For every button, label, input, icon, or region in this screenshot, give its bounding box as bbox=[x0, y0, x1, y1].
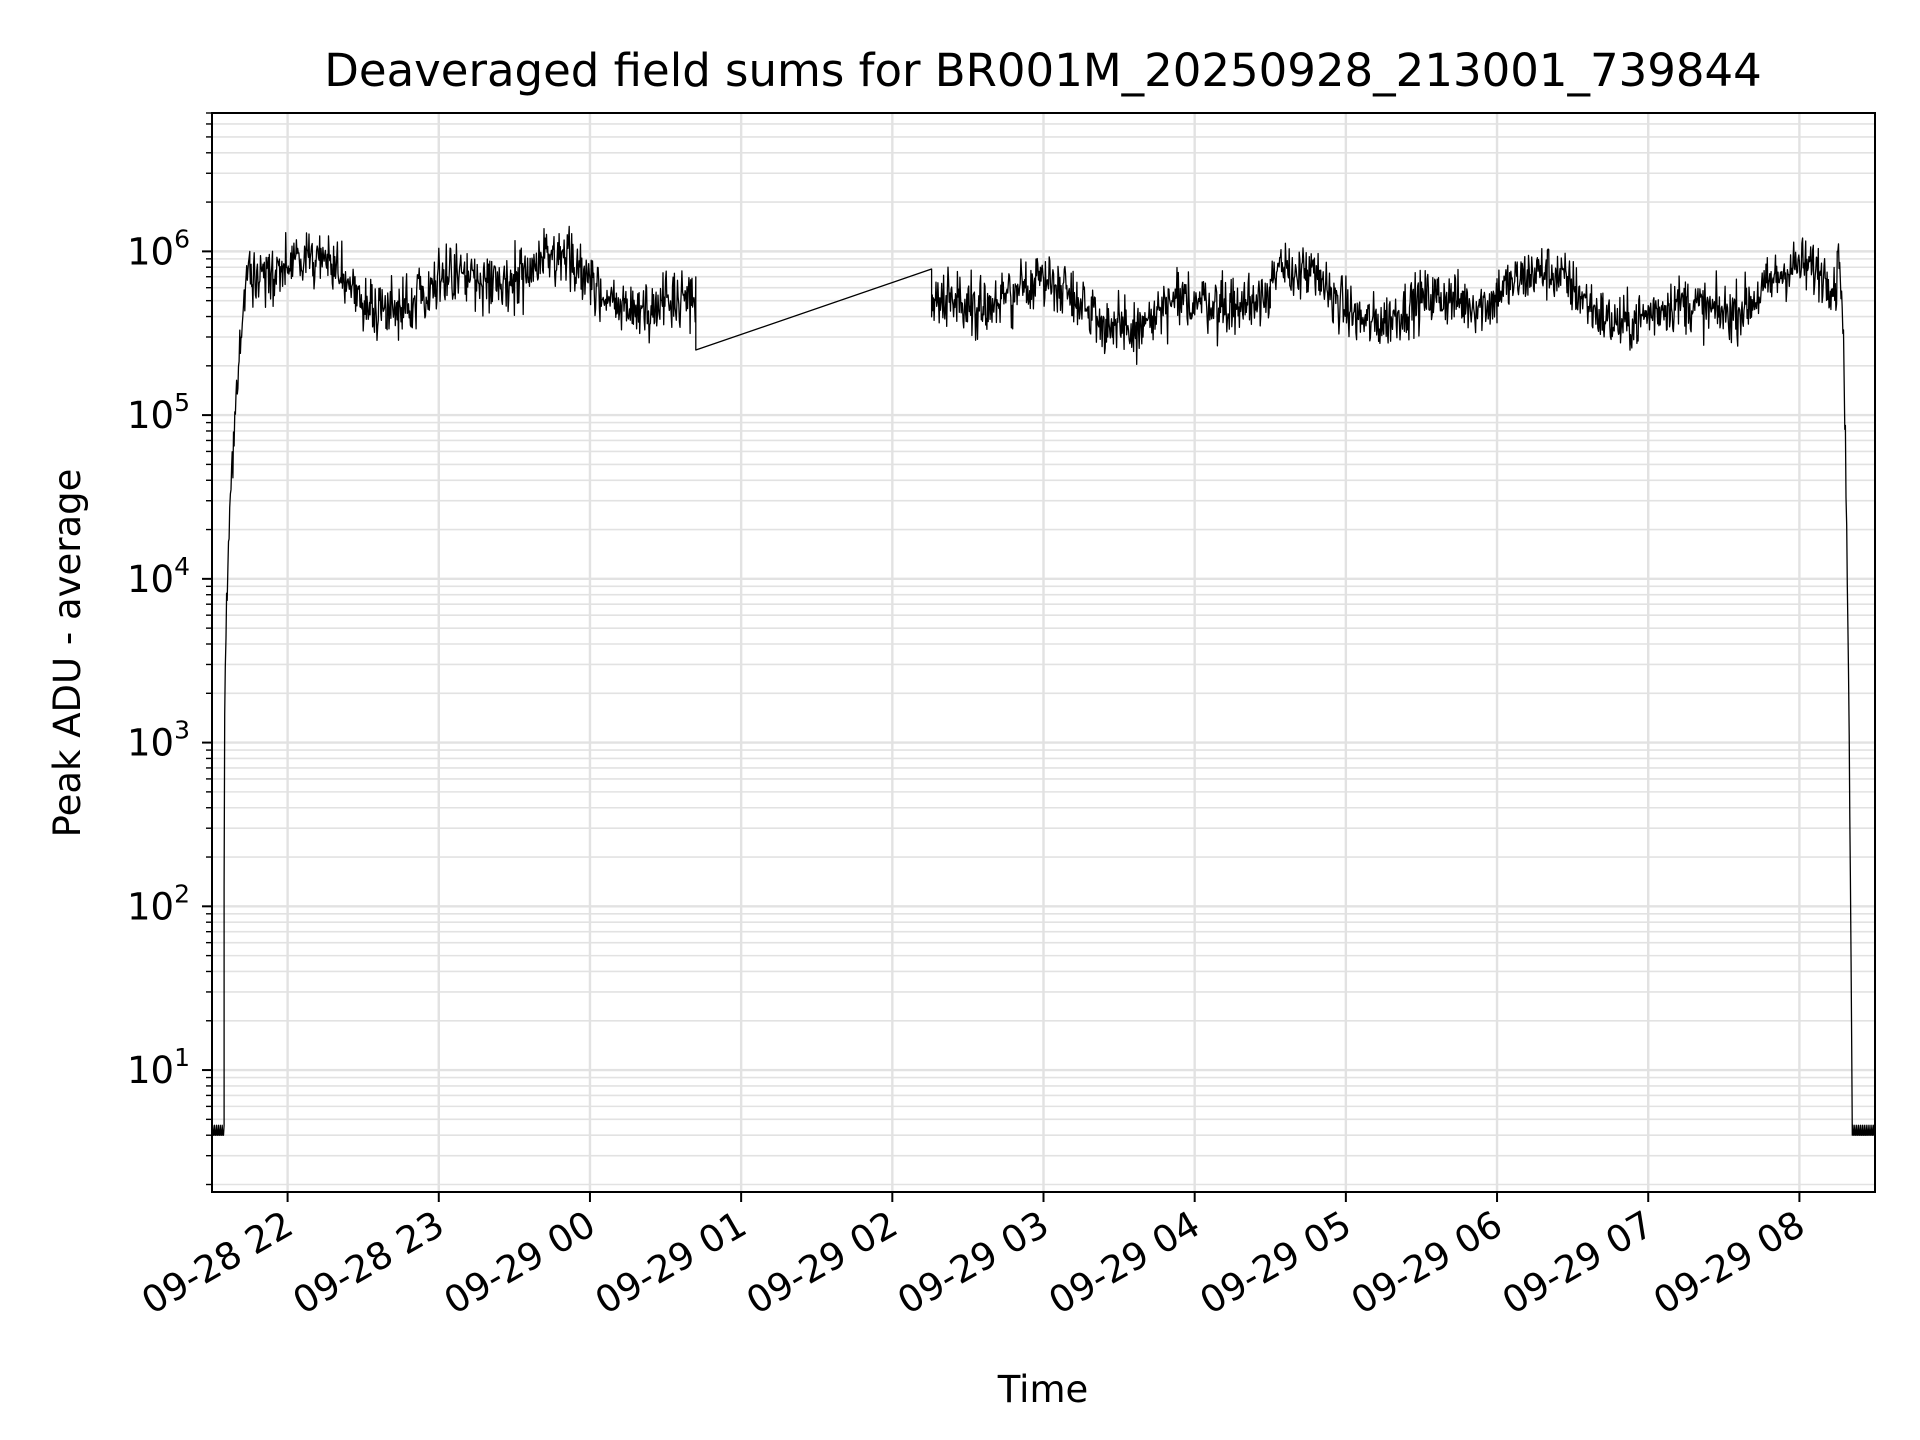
y-tick-label: 106 bbox=[127, 224, 190, 273]
grid bbox=[212, 112, 1875, 1192]
axis-ticks bbox=[202, 112, 1801, 1202]
y-tick-label: 105 bbox=[127, 388, 190, 437]
x-tick-label: 09-29 04 bbox=[1042, 1203, 1208, 1323]
y-tick-label: 101 bbox=[127, 1043, 190, 1092]
y-tick-label: 103 bbox=[127, 716, 190, 765]
x-tick-label: 09-28 23 bbox=[286, 1203, 452, 1323]
x-tick-label: 09-29 07 bbox=[1495, 1203, 1661, 1323]
x-tick-label: 09-29 02 bbox=[739, 1203, 905, 1323]
x-tick-label: 09-29 08 bbox=[1646, 1203, 1812, 1323]
y-tick-labels: 101 102 103 104 105 106 bbox=[127, 224, 190, 1092]
x-axis-label: Time bbox=[997, 1368, 1089, 1411]
x-tick-label: 09-29 03 bbox=[890, 1203, 1056, 1323]
series-line bbox=[211, 225, 1876, 1136]
x-tick-label: 09-29 00 bbox=[437, 1203, 603, 1323]
y-axis-label: Peak ADU - average bbox=[46, 469, 89, 838]
chart-title: Deaveraged field sums for BR001M_2025092… bbox=[324, 44, 1762, 97]
y-tick-label: 102 bbox=[127, 879, 190, 928]
x-tick-label: 09-29 01 bbox=[588, 1203, 754, 1323]
x-tick-label: 09-29 05 bbox=[1193, 1203, 1359, 1323]
x-tick-label: 09-28 22 bbox=[135, 1203, 301, 1323]
x-tick-label: 09-29 06 bbox=[1344, 1203, 1510, 1323]
y-tick-label: 104 bbox=[127, 552, 190, 601]
